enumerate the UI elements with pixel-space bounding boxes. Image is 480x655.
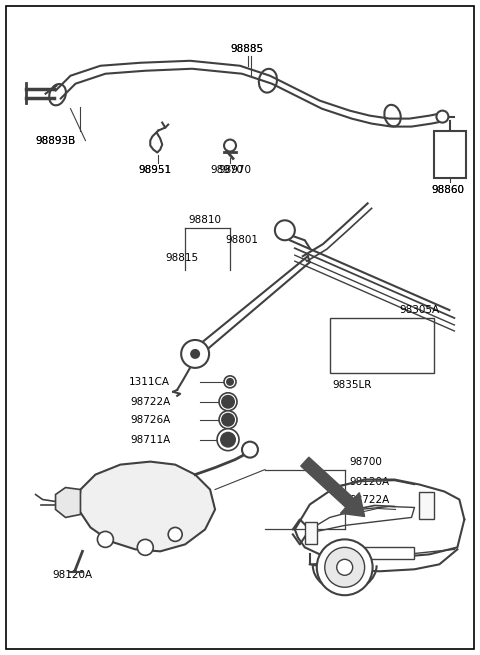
Text: 98810: 98810 [188, 215, 221, 225]
Circle shape [221, 395, 235, 409]
Bar [420, 491, 434, 519]
Bar [434, 130, 467, 178]
Text: 98970: 98970 [210, 166, 243, 176]
Circle shape [219, 393, 237, 411]
Circle shape [168, 527, 182, 542]
Polygon shape [78, 462, 215, 552]
Text: 98120A: 98120A [52, 571, 93, 580]
Text: 98815: 98815 [165, 253, 198, 263]
Text: 98951: 98951 [138, 166, 171, 176]
Text: 98711A: 98711A [130, 435, 170, 445]
Text: 98860: 98860 [432, 185, 465, 195]
Text: 98801: 98801 [225, 235, 258, 245]
Circle shape [219, 411, 237, 429]
Circle shape [221, 413, 235, 426]
Circle shape [217, 429, 239, 451]
Text: 1311CA: 1311CA [129, 377, 170, 387]
Text: 9835LR: 9835LR [333, 380, 372, 390]
Text: 98970: 98970 [218, 166, 251, 176]
Text: 98700: 98700 [350, 457, 383, 466]
Circle shape [97, 531, 113, 548]
Text: 98893B: 98893B [36, 136, 76, 145]
FancyArrow shape [301, 457, 365, 516]
Text: 98722A: 98722A [350, 495, 390, 504]
Polygon shape [56, 487, 81, 517]
Text: 98305A: 98305A [399, 305, 440, 315]
Text: 98860: 98860 [432, 185, 465, 195]
Circle shape [275, 220, 295, 240]
Text: 98951: 98951 [138, 166, 171, 176]
Circle shape [226, 378, 234, 386]
Circle shape [436, 111, 448, 122]
Circle shape [224, 376, 236, 388]
Text: 98885: 98885 [230, 44, 263, 54]
Bar [305, 523, 317, 544]
Circle shape [242, 441, 258, 458]
Bar [330, 318, 434, 373]
Circle shape [317, 539, 372, 595]
Circle shape [137, 539, 153, 555]
Text: 98893B: 98893B [36, 136, 76, 145]
Text: 98726A: 98726A [130, 415, 170, 424]
Text: 98120A: 98120A [350, 477, 390, 487]
Bar [355, 548, 415, 559]
Circle shape [220, 432, 236, 447]
Circle shape [181, 340, 209, 368]
Circle shape [190, 349, 200, 359]
Text: 98885: 98885 [230, 44, 263, 54]
Circle shape [325, 548, 365, 588]
Text: 98722A: 98722A [130, 397, 170, 407]
Circle shape [336, 559, 353, 575]
